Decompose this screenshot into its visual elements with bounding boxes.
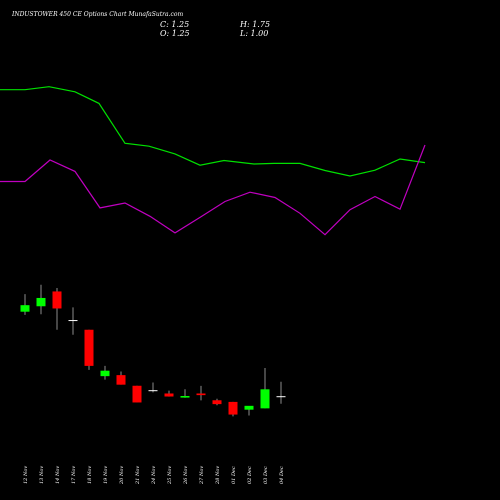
- close-value: C: 1.25: [160, 20, 190, 29]
- x-tick-label: 27 Nov: [199, 466, 205, 485]
- x-tick-label: 03 Dec: [263, 466, 269, 484]
- candle-body: [20, 305, 30, 312]
- candle-body: [132, 385, 142, 403]
- x-tick-label: 17 Nov: [71, 466, 77, 484]
- candle-body: [36, 297, 46, 307]
- x-tick-label: 02 Dec: [247, 466, 253, 484]
- chart-title: INDUSTOWER 450 CE Options Chart MunafaSu…: [12, 11, 184, 18]
- candle-body: [276, 396, 286, 398]
- candle-body: [212, 400, 222, 405]
- candle-body: [52, 291, 62, 309]
- candle-body: [148, 390, 158, 392]
- candle-body: [84, 329, 94, 366]
- x-tick-label: 24 Nov: [151, 466, 157, 485]
- candle-body: [164, 393, 174, 397]
- x-tick-label: 25 Nov: [167, 466, 173, 485]
- candle-body: [228, 401, 238, 415]
- open-value: O: 1.25: [160, 29, 190, 38]
- x-tick-label: 28 Nov: [215, 466, 221, 485]
- x-tick-label: 21 Nov: [135, 466, 141, 485]
- x-tick-label: 12 Nov: [23, 466, 29, 484]
- x-axis: 12 Nov 13 Nov 14 Nov 17 Nov 18 Nov 19 Nov 20 N…: [23, 466, 285, 485]
- upper-indicator-line: [0, 86, 426, 177]
- lower-indicator-line: [0, 144, 426, 236]
- candle-body: [244, 405, 254, 410]
- low-value: L: 1.00: [240, 29, 269, 38]
- candle-body: [116, 375, 126, 385]
- candle-body: [100, 370, 110, 377]
- x-tick-label: 18 Nov: [87, 466, 93, 484]
- candle-body: [180, 396, 190, 398]
- x-tick-label: 14 Nov: [55, 466, 61, 484]
- candle-body: [260, 389, 270, 409]
- x-tick-label: 20 Nov: [119, 466, 125, 485]
- x-tick-label: 04 Dec: [279, 466, 285, 484]
- x-tick-label: 19 Nov: [103, 466, 109, 484]
- indicator-lines: [0, 86, 426, 236]
- candles: [20, 284, 286, 417]
- high-value: H: 1.75: [240, 20, 271, 29]
- candle-body: [68, 320, 78, 322]
- x-tick-label: 01 Dec: [231, 466, 237, 484]
- x-tick-label: 13 Nov: [39, 466, 45, 484]
- candle-body: [196, 393, 206, 396]
- x-tick-label: 26 Nov: [183, 466, 189, 485]
